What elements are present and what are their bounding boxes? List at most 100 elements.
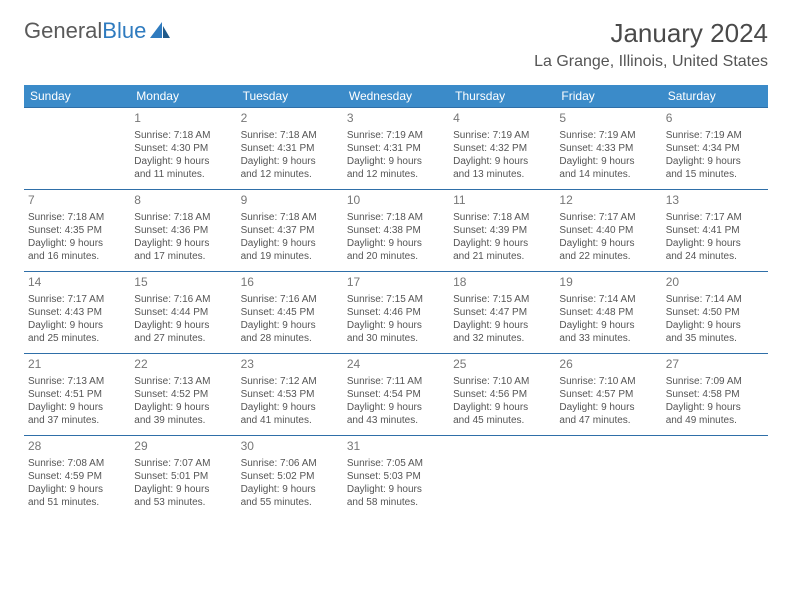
day-cell: 7 Sunrise: 7:18 AMSunset: 4:35 PMDaylight… bbox=[24, 190, 130, 272]
cell-ss: Sunset: 4:30 PM bbox=[134, 142, 232, 155]
day-number: 13 bbox=[666, 193, 764, 209]
day-cell: 23 Sunrise: 7:12 AMSunset: 4:53 PMDayligh… bbox=[237, 354, 343, 436]
month-title: January 2024 bbox=[534, 18, 768, 49]
day-number: 5 bbox=[559, 111, 657, 127]
cell-d1: Daylight: 9 hours bbox=[28, 483, 126, 496]
day-cell: 27Sunrise: 7:09 AMSunset: 4:58 PMDayligh… bbox=[662, 354, 768, 436]
day-cell: 13Sunrise: 7:17 AMSunset: 4:41 PMDayligh… bbox=[662, 190, 768, 272]
day-cell: 31Sunrise: 7:05 AMSunset: 5:03 PMDayligh… bbox=[343, 436, 449, 518]
cell-d1: Daylight: 9 hours bbox=[134, 237, 232, 250]
cell-ss: Sunset: 4:32 PM bbox=[453, 142, 551, 155]
day-number: 26 bbox=[559, 357, 657, 373]
day-number: 7 bbox=[28, 193, 126, 209]
cell-sr: Sunrise: 7:18 AM bbox=[241, 129, 339, 142]
cell-d1: Daylight: 9 hours bbox=[347, 237, 445, 250]
cell-sr: Sunrise: 7:17 AM bbox=[28, 293, 126, 306]
cell-d1: Daylight: 9 hours bbox=[453, 237, 551, 250]
cell-sr: Sunrise: 7:14 AM bbox=[666, 293, 764, 306]
cell-sr: Sunrise: 7:19 AM bbox=[666, 129, 764, 142]
day-cell: 9Sunrise: 7:18 AMSunset: 4:37 PMDaylight… bbox=[237, 190, 343, 272]
cell-ss: Sunset: 4:33 PM bbox=[559, 142, 657, 155]
day-number: 18 bbox=[453, 275, 551, 291]
day-number: 24 bbox=[347, 357, 445, 373]
day-cell bbox=[555, 436, 661, 518]
day-number: 31 bbox=[347, 439, 445, 455]
cell-ss: Sunset: 4:46 PM bbox=[347, 306, 445, 319]
cell-ss: Sunset: 4:37 PM bbox=[241, 224, 339, 237]
cell-d2: and 41 minutes. bbox=[241, 414, 339, 427]
logo-word1: General bbox=[24, 18, 102, 44]
cell-sr: Sunrise: 7:18 AM bbox=[134, 211, 232, 224]
cell-d2: and 53 minutes. bbox=[134, 496, 232, 509]
col-wednesday: Wednesday bbox=[343, 85, 449, 108]
day-cell: 6Sunrise: 7:19 AMSunset: 4:34 PMDaylight… bbox=[662, 108, 768, 190]
day-number: 6 bbox=[666, 111, 764, 127]
cell-ss: Sunset: 4:52 PM bbox=[134, 388, 232, 401]
cell-d1: Daylight: 9 hours bbox=[453, 155, 551, 168]
col-saturday: Saturday bbox=[662, 85, 768, 108]
cell-ss: Sunset: 4:58 PM bbox=[666, 388, 764, 401]
cell-d1: Daylight: 9 hours bbox=[241, 155, 339, 168]
cell-d1: Daylight: 9 hours bbox=[28, 401, 126, 414]
day-number: 12 bbox=[559, 193, 657, 209]
cell-d2: and 11 minutes. bbox=[134, 168, 232, 181]
cell-ss: Sunset: 4:34 PM bbox=[666, 142, 764, 155]
cell-d2: and 47 minutes. bbox=[559, 414, 657, 427]
cell-d1: Daylight: 9 hours bbox=[134, 483, 232, 496]
day-number: 29 bbox=[134, 439, 232, 455]
day-cell: 24Sunrise: 7:11 AMSunset: 4:54 PMDayligh… bbox=[343, 354, 449, 436]
day-cell bbox=[662, 436, 768, 518]
cell-ss: Sunset: 4:47 PM bbox=[453, 306, 551, 319]
cell-d1: Daylight: 9 hours bbox=[453, 401, 551, 414]
cell-sr: Sunrise: 7:19 AM bbox=[559, 129, 657, 142]
day-cell bbox=[24, 108, 130, 190]
day-number: 14 bbox=[28, 275, 126, 291]
day-cell: 5Sunrise: 7:19 AMSunset: 4:33 PMDaylight… bbox=[555, 108, 661, 190]
cell-d2: and 24 minutes. bbox=[666, 250, 764, 263]
cell-d1: Daylight: 9 hours bbox=[134, 401, 232, 414]
day-number: 23 bbox=[241, 357, 339, 373]
cell-ss: Sunset: 4:35 PM bbox=[28, 224, 126, 237]
cell-d2: and 16 minutes. bbox=[28, 250, 126, 263]
cell-sr: Sunrise: 7:18 AM bbox=[28, 211, 126, 224]
day-number: 21 bbox=[28, 357, 126, 373]
cell-sr: Sunrise: 7:17 AM bbox=[559, 211, 657, 224]
cell-ss: Sunset: 5:01 PM bbox=[134, 470, 232, 483]
cell-sr: Sunrise: 7:12 AM bbox=[241, 375, 339, 388]
cell-d1: Daylight: 9 hours bbox=[559, 237, 657, 250]
cell-sr: Sunrise: 7:09 AM bbox=[666, 375, 764, 388]
cell-d2: and 25 minutes. bbox=[28, 332, 126, 345]
day-cell: 30Sunrise: 7:06 AMSunset: 5:02 PMDayligh… bbox=[237, 436, 343, 518]
calendar-table: Sunday Monday Tuesday Wednesday Thursday… bbox=[24, 85, 768, 518]
day-number: 22 bbox=[134, 357, 232, 373]
day-number: 30 bbox=[241, 439, 339, 455]
cell-sr: Sunrise: 7:13 AM bbox=[134, 375, 232, 388]
day-cell: 16Sunrise: 7:16 AMSunset: 4:45 PMDayligh… bbox=[237, 272, 343, 354]
day-cell: 12Sunrise: 7:17 AMSunset: 4:40 PMDayligh… bbox=[555, 190, 661, 272]
cell-d1: Daylight: 9 hours bbox=[347, 319, 445, 332]
cell-ss: Sunset: 4:48 PM bbox=[559, 306, 657, 319]
cell-d2: and 58 minutes. bbox=[347, 496, 445, 509]
cell-d2: and 22 minutes. bbox=[559, 250, 657, 263]
day-header-row: Sunday Monday Tuesday Wednesday Thursday… bbox=[24, 85, 768, 108]
cell-d2: and 15 minutes. bbox=[666, 168, 764, 181]
day-cell: 22 Sunrise: 7:13 AMSunset: 4:52 PMDayligh… bbox=[130, 354, 236, 436]
cell-ss: Sunset: 4:53 PM bbox=[241, 388, 339, 401]
cell-d1: Daylight: 9 hours bbox=[28, 237, 126, 250]
cell-d2: and 13 minutes. bbox=[453, 168, 551, 181]
cell-d1: Daylight: 9 hours bbox=[241, 401, 339, 414]
day-cell: 14Sunrise: 7:17 AMSunset: 4:43 PMDayligh… bbox=[24, 272, 130, 354]
cell-d1: Daylight: 9 hours bbox=[241, 319, 339, 332]
cell-sr: Sunrise: 7:18 AM bbox=[347, 211, 445, 224]
day-cell: 25Sunrise: 7:10 AMSunset: 4:56 PMDayligh… bbox=[449, 354, 555, 436]
cell-d2: and 32 minutes. bbox=[453, 332, 551, 345]
cell-sr: Sunrise: 7:07 AM bbox=[134, 457, 232, 470]
day-cell: 10Sunrise: 7:18 AMSunset: 4:38 PMDayligh… bbox=[343, 190, 449, 272]
cell-ss: Sunset: 4:31 PM bbox=[347, 142, 445, 155]
cell-ss: Sunset: 4:45 PM bbox=[241, 306, 339, 319]
col-monday: Monday bbox=[130, 85, 236, 108]
cell-d1: Daylight: 9 hours bbox=[559, 319, 657, 332]
day-cell: 20Sunrise: 7:14 AMSunset: 4:50 PMDayligh… bbox=[662, 272, 768, 354]
cell-ss: Sunset: 4:31 PM bbox=[241, 142, 339, 155]
day-number: 3 bbox=[347, 111, 445, 127]
